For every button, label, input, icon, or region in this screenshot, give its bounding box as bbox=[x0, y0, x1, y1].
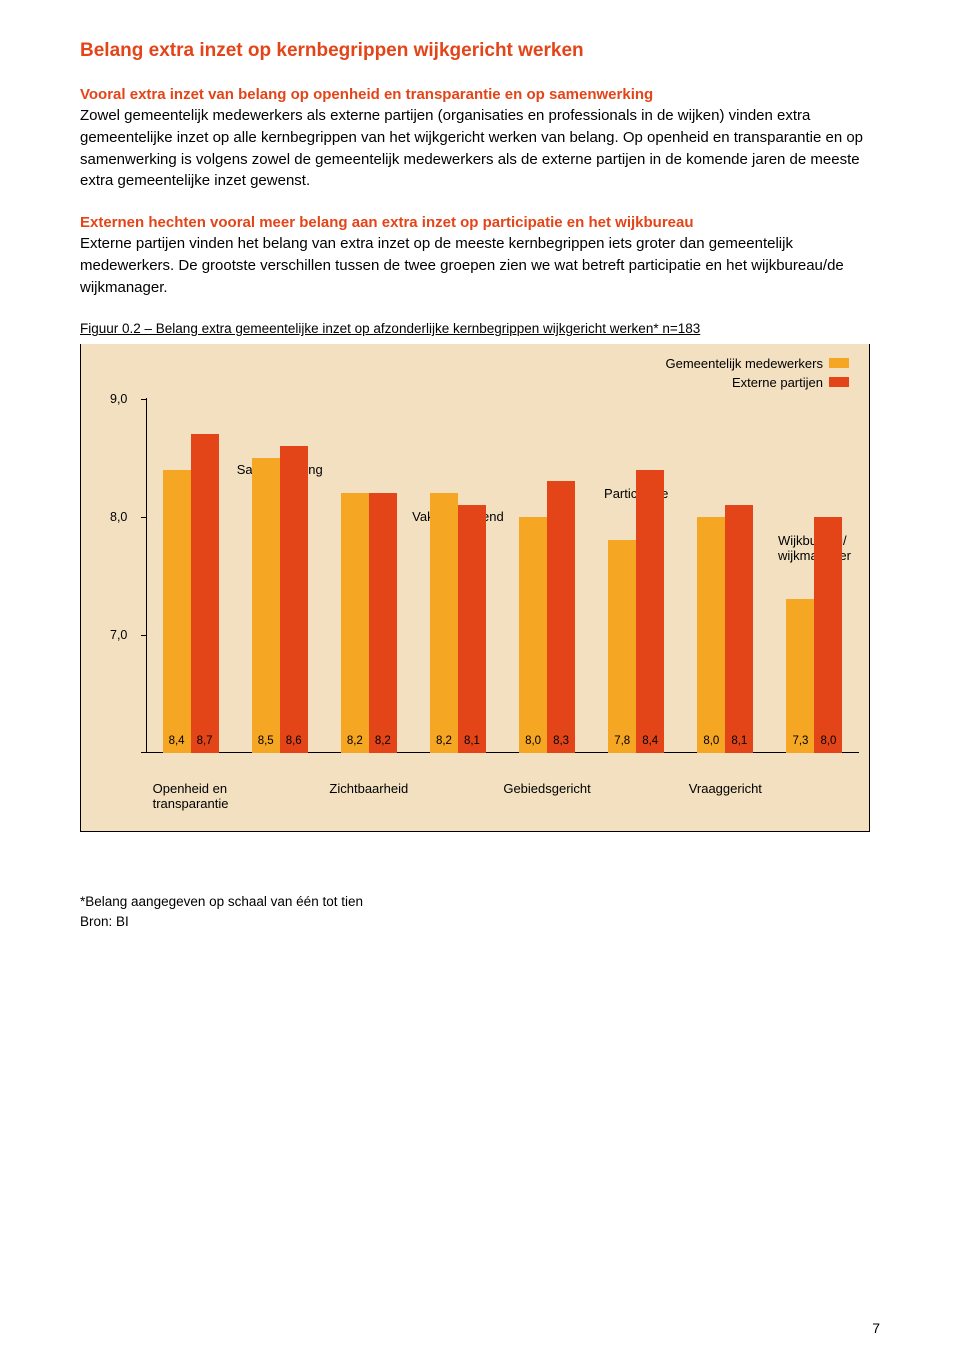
bottom-category-label: Zichtbaarheid bbox=[329, 781, 408, 797]
bars-row: 8,48,78,58,68,28,28,28,18,08,37,88,48,08… bbox=[146, 398, 859, 753]
bar: 8,2 bbox=[369, 493, 397, 753]
bar-group: 7,8 8,4 bbox=[608, 470, 664, 753]
bar: 8,2 bbox=[341, 493, 369, 753]
bar: 7,8 bbox=[608, 540, 636, 752]
bar: 8,1 bbox=[725, 505, 753, 753]
bar: 8,3 bbox=[547, 481, 575, 752]
legend-label-2: Externe partijen bbox=[732, 375, 823, 390]
bar-value: 8,1 bbox=[731, 735, 747, 747]
chart-container: Gemeentelijk medewerkers Externe partije… bbox=[80, 344, 870, 832]
bar: 8,1 bbox=[458, 505, 486, 753]
y-tick: 9,0 bbox=[110, 392, 127, 406]
section-heading-2: Externen hechten vooral meer belang aan … bbox=[80, 214, 880, 231]
y-tick: 8,0 bbox=[110, 510, 127, 524]
bar-group: 8,2 8,1 bbox=[430, 493, 486, 753]
bar-value: 8,4 bbox=[169, 735, 185, 747]
bar: 8,0 bbox=[814, 517, 842, 753]
bottom-category-label: Gebiedsgericht bbox=[503, 781, 590, 797]
bar: 8,5 bbox=[252, 458, 280, 753]
bar-value: 8,2 bbox=[347, 735, 363, 747]
bar-value: 8,4 bbox=[642, 735, 658, 747]
bar: 8,4 bbox=[636, 470, 664, 753]
bar-group: 8,0 8,3 bbox=[519, 481, 575, 752]
page-title: Belang extra inzet op kernbegrippen wijk… bbox=[80, 40, 880, 62]
bar: 8,2 bbox=[430, 493, 458, 753]
bar-group: 7,3 8,0 bbox=[786, 517, 842, 753]
bar: 8,0 bbox=[519, 517, 547, 753]
section-body-1: Zowel gemeentelijk medewerkers als exter… bbox=[80, 105, 880, 192]
footnote-line-1: *Belang aangegeven op schaal van één tot… bbox=[80, 892, 880, 912]
bar-value: 8,7 bbox=[197, 735, 213, 747]
section-heading-1: Vooral extra inzet van belang op openhei… bbox=[80, 86, 880, 103]
bar: 8,4 bbox=[163, 470, 191, 753]
bar-group: 8,0 8,1 bbox=[697, 505, 753, 753]
section-body-2: Externe partijen vinden het belang van e… bbox=[80, 233, 880, 298]
bar-value: 8,5 bbox=[258, 735, 274, 747]
legend-label-1: Gemeentelijk medewerkers bbox=[665, 356, 823, 371]
bar: 8,7 bbox=[191, 434, 219, 753]
bar-group: 8,4 8,7 bbox=[163, 434, 219, 753]
page-number: 7 bbox=[872, 1320, 880, 1336]
bar-value: 8,0 bbox=[820, 735, 836, 747]
bottom-category-label: Vraaggericht bbox=[689, 781, 762, 797]
chart-bottom-labels: Openheid entransparantie Zichtbaarheid Geb… bbox=[146, 781, 859, 821]
chart-legend: Gemeentelijk medewerkers Externe partije… bbox=[81, 344, 869, 398]
bottom-category-label: Openheid entransparantie bbox=[153, 781, 229, 812]
bar-value: 8,0 bbox=[525, 735, 541, 747]
bar-value: 8,0 bbox=[703, 735, 719, 747]
bar-value: 8,6 bbox=[286, 735, 302, 747]
bar: 7,3 bbox=[786, 599, 814, 752]
chart-plot: 9,08,07,0 8,48,78,58,68,28,28,28,18,08,3… bbox=[116, 398, 859, 753]
bar-value: 7,3 bbox=[792, 735, 808, 747]
bar: 8,0 bbox=[697, 517, 725, 753]
legend-swatch-2 bbox=[829, 377, 849, 387]
bar-value: 8,1 bbox=[464, 735, 480, 747]
legend-swatch-1 bbox=[829, 358, 849, 368]
bar-group: 8,5 8,6 bbox=[252, 446, 308, 753]
figure-caption: Figuur 0.2 – Belang extra gemeentelijke … bbox=[80, 320, 880, 338]
footnote: *Belang aangegeven op schaal van één tot… bbox=[80, 892, 880, 933]
bar: 8,6 bbox=[280, 446, 308, 753]
bar-value: 8,2 bbox=[436, 735, 452, 747]
bar-value: 8,2 bbox=[375, 735, 391, 747]
bar-value: 7,8 bbox=[614, 735, 630, 747]
footnote-line-2: Bron: BI bbox=[80, 912, 880, 932]
bar-group: 8,2 8,2 bbox=[341, 493, 397, 753]
bar-value: 8,3 bbox=[553, 735, 569, 747]
y-tick: 7,0 bbox=[110, 628, 127, 642]
